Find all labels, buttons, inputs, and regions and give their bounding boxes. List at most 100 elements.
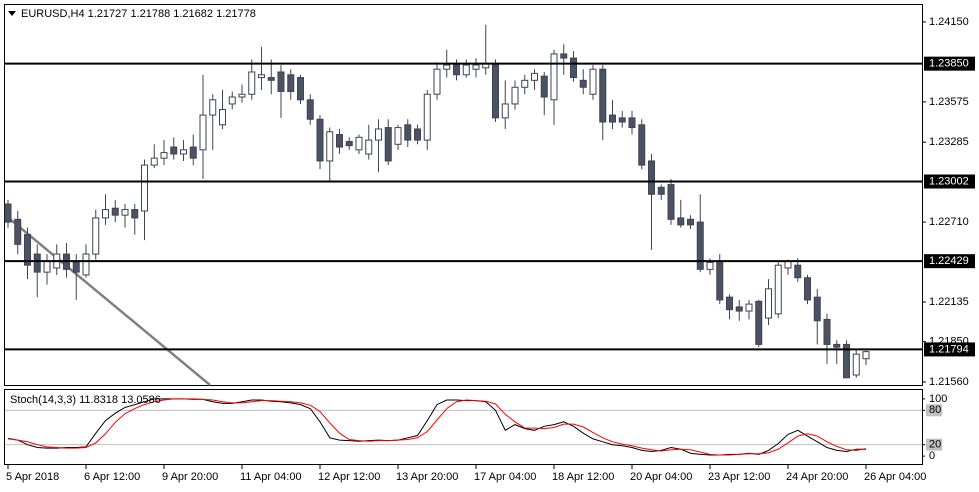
candle-body: [706, 261, 714, 270]
candle-body: [453, 64, 460, 76]
candle-body: [823, 318, 831, 345]
candle-body: [277, 71, 285, 92]
candle-body: [511, 86, 519, 105]
candle-body: [345, 140, 353, 147]
candle-body: [774, 264, 782, 315]
candle-body: [316, 118, 324, 162]
candle-body: [648, 160, 655, 195]
candle-body: [687, 218, 694, 226]
x-tick-label: 18 Apr 12:00: [552, 471, 614, 483]
trendline: [4, 214, 211, 386]
price-label-box: [924, 56, 975, 71]
candle-body: [628, 117, 636, 129]
candle-body: [716, 260, 724, 301]
level-label-box: [926, 404, 942, 417]
candle-body: [219, 109, 226, 126]
candle-body: [102, 209, 109, 219]
candle-body: [14, 218, 22, 245]
candle-body: [462, 64, 470, 76]
candle-body: [813, 296, 821, 322]
price-label-box: [924, 254, 975, 269]
y-tick-label: 1.21560: [929, 376, 969, 388]
candle-body: [326, 131, 334, 162]
candle-body: [638, 124, 646, 166]
candle-body: [306, 99, 314, 120]
candle-body: [501, 103, 509, 119]
candle-body: [443, 64, 451, 70]
x-tick-label: 26 Apr 04:00: [864, 471, 926, 483]
chart-title: EURUSD,H4 1.21727 1.21788 1.21682 1.2177…: [21, 8, 256, 20]
x-tick-label: 9 Apr 20:00: [162, 471, 218, 483]
level-label-box: [926, 438, 942, 451]
candle-body: [150, 157, 158, 166]
candle-body: [199, 114, 207, 151]
y-tick-label: 1.22135: [929, 296, 969, 308]
candle-body: [657, 186, 665, 195]
x-tick-label: 12 Apr 12:00: [318, 471, 380, 483]
x-tick-label: 13 Apr 20:00: [396, 471, 458, 483]
candle-body: [404, 124, 412, 141]
y-tick-label: 1.23285: [929, 136, 969, 148]
candle-body: [589, 68, 597, 95]
price-label-box: [924, 174, 975, 189]
candle-body: [141, 164, 148, 212]
candle-body: [297, 77, 304, 101]
indicator-title: Stoch(14,3,3) 11.8318 13.0586: [10, 394, 161, 406]
candle-body: [579, 79, 587, 88]
candle-body: [745, 303, 753, 312]
stoch-line: [7, 398, 867, 456]
candle-body: [560, 53, 568, 59]
candle-body: [375, 128, 382, 141]
candle-body: [492, 63, 499, 119]
candle-body: [394, 127, 402, 145]
x-tick-label: 23 Apr 12:00: [708, 471, 770, 483]
candle-body: [121, 209, 129, 216]
candle-body: [384, 127, 392, 162]
price-label: 1.23850: [929, 58, 969, 70]
menu-triangle: [8, 11, 16, 16]
y-tick-label: 1.22710: [929, 216, 969, 228]
candle-body: [72, 260, 80, 273]
candle-body: [735, 306, 743, 312]
candle-body: [258, 74, 265, 79]
y-tick-label: 100: [929, 393, 947, 405]
candle-body: [228, 96, 236, 105]
y-tick-label: 1.24150: [929, 16, 969, 28]
y-tick-label: 20: [929, 439, 941, 451]
candle-body: [755, 300, 763, 345]
candle-body: [111, 207, 119, 216]
candle-body: [336, 134, 343, 148]
candle-body: [33, 253, 41, 273]
candle-body: [180, 149, 187, 155]
candle-body: [696, 221, 704, 270]
candle-body: [862, 351, 870, 360]
candle-body: [414, 128, 421, 141]
candle-body: [599, 68, 607, 123]
price-label: 1.21794: [929, 343, 969, 355]
x-tick-label: 11 Apr 04:00: [240, 471, 302, 483]
candle-body: [43, 260, 51, 273]
candle-body: [355, 136, 363, 151]
candle-body: [423, 93, 431, 141]
candle-body: [852, 353, 860, 376]
price-label: 1.23002: [929, 175, 969, 187]
candle-body: [833, 343, 841, 348]
candle-body: [433, 68, 441, 95]
y-tick-label: 1.23575: [929, 96, 969, 108]
candle-body: [667, 184, 675, 220]
y-tick-label: 80: [929, 404, 941, 416]
candle-body: [540, 75, 548, 98]
candle-body: [472, 64, 480, 70]
candle-body: [267, 77, 275, 81]
x-tick-label: 6 Apr 12:00: [84, 471, 140, 483]
x-tick-label: 17 Apr 04:00: [474, 471, 536, 483]
stoch-panel: [4, 389, 923, 465]
price-label-box: [924, 342, 975, 357]
candle-body: [287, 74, 295, 92]
candle-body: [726, 296, 733, 311]
candle-body: [765, 288, 772, 319]
x-tick-label: 24 Apr 20:00: [786, 471, 848, 483]
candle-body: [618, 117, 626, 123]
candle-body: [92, 217, 100, 255]
